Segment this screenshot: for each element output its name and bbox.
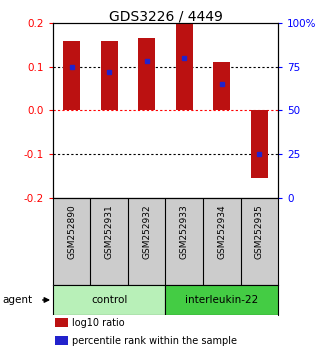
Bar: [251, 110, 268, 178]
Text: GSM252934: GSM252934: [217, 205, 226, 259]
Bar: [53, 285, 166, 315]
Bar: [138, 38, 155, 110]
Title: GDS3226 / 4449: GDS3226 / 4449: [109, 9, 222, 23]
Text: GSM252935: GSM252935: [255, 205, 264, 259]
Bar: [63, 41, 80, 110]
Text: GSM252932: GSM252932: [142, 205, 151, 259]
Bar: [55, 318, 68, 327]
Bar: [166, 285, 278, 315]
Bar: [101, 41, 118, 110]
Text: percentile rank within the sample: percentile rank within the sample: [72, 336, 237, 346]
Text: GSM252931: GSM252931: [105, 205, 114, 259]
Text: GSM252933: GSM252933: [180, 205, 189, 259]
Text: log10 ratio: log10 ratio: [72, 318, 125, 328]
Bar: [176, 24, 193, 110]
Text: interleukin-22: interleukin-22: [185, 295, 259, 305]
Text: agent: agent: [2, 295, 32, 305]
Text: control: control: [91, 295, 127, 305]
Text: GSM252890: GSM252890: [67, 205, 76, 259]
Bar: [55, 336, 68, 345]
Bar: [213, 62, 230, 110]
